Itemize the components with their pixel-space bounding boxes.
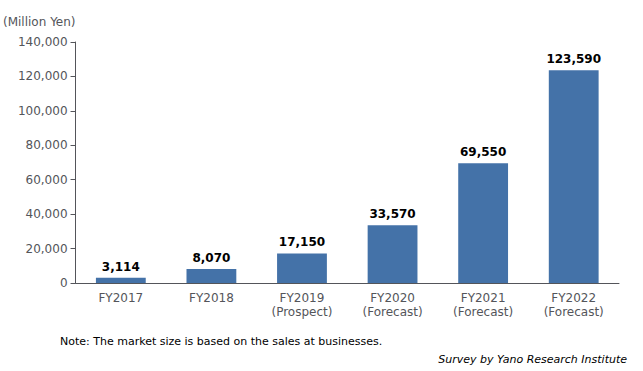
svg-text:(Prospect): (Prospect) [271,305,332,319]
svg-text:(Forecast): (Forecast) [544,305,604,319]
svg-text:120,000: 120,000 [18,69,68,83]
svg-text:60,000: 60,000 [26,173,68,187]
svg-text:100,000: 100,000 [18,104,68,118]
svg-text:80,000: 80,000 [26,138,68,152]
svg-text:Note: The market size is based: Note: The market size is based on the sa… [60,335,382,348]
svg-text:8,070: 8,070 [192,251,230,265]
svg-text:(Forecast): (Forecast) [453,305,513,319]
svg-text:0: 0 [60,276,68,290]
svg-text:FY2022: FY2022 [551,291,596,305]
svg-text:20,000: 20,000 [26,242,68,256]
svg-text:FY2020: FY2020 [370,291,415,305]
svg-text:FY2017: FY2017 [98,291,143,305]
svg-text:123,590: 123,590 [546,52,601,66]
svg-text:33,570: 33,570 [369,207,415,221]
svg-text:Survey by Yano Research Instit: Survey by Yano Research Institute [438,353,627,366]
svg-text:69,550: 69,550 [460,145,506,159]
svg-text:3,114: 3,114 [102,260,140,274]
svg-text:(Million Yen): (Million Yen) [3,15,76,29]
svg-text:17,150: 17,150 [279,235,325,249]
svg-text:(Forecast): (Forecast) [362,305,422,319]
svg-text:40,000: 40,000 [26,207,68,221]
svg-text:140,000: 140,000 [18,35,68,49]
svg-text:FY2018: FY2018 [189,291,234,305]
svg-text:FY2021: FY2021 [461,291,506,305]
svg-text:FY2019: FY2019 [280,291,325,305]
